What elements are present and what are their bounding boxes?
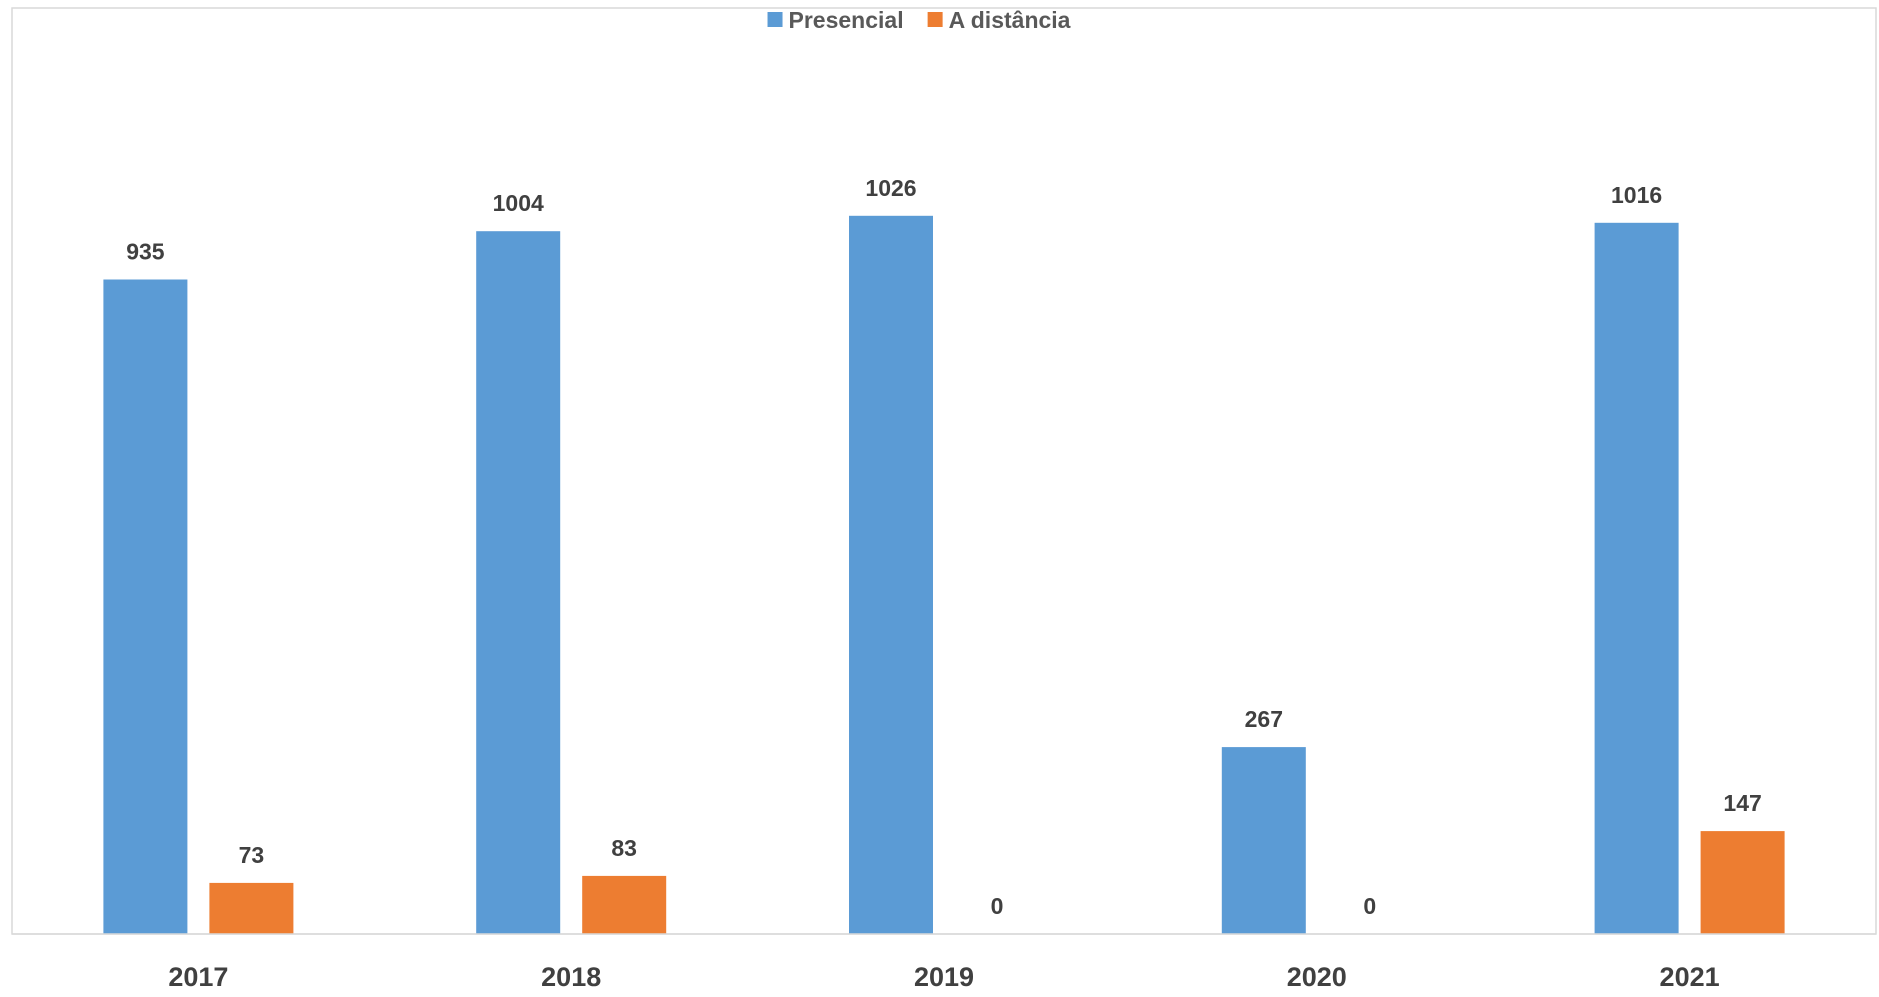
- x-tick-label-2017: 2017: [168, 962, 228, 992]
- x-axis-ticks: 2017 2018 2019 2020 2021: [168, 962, 1719, 992]
- legend-swatch-presencial: [767, 12, 783, 27]
- data-label-presencial-2017: 935: [126, 239, 165, 265]
- data-label-presencial-2020: 267: [1245, 706, 1283, 732]
- data-label-presencial-2019: 1026: [865, 175, 916, 201]
- x-tick-label-2020: 2020: [1287, 962, 1347, 992]
- legend-swatch-a-distancia: [927, 12, 943, 27]
- bar-presencial-2017: [103, 279, 188, 934]
- bar-presencial-2019: [849, 215, 933, 935]
- bar-presencial-2018: [476, 231, 561, 934]
- data-label-a-distancia-2021: 147: [1723, 790, 1761, 816]
- data-label-a-distancia-2020: 0: [1363, 893, 1376, 919]
- plot-area-border: [11, 7, 1877, 935]
- bar-presencial-2021: [1594, 222, 1679, 935]
- data-label-presencial-2018: 1004: [493, 190, 544, 216]
- bar-presencial-2020: [1221, 747, 1306, 934]
- data-label-presencial-2021: 1016: [1611, 182, 1662, 208]
- legend: Presencial A distância: [767, 7, 1071, 33]
- legend-label-presencial: Presencial: [789, 7, 904, 33]
- data-label-a-distancia-2018: 83: [611, 835, 637, 861]
- legend-label-a-distancia: A distância: [949, 7, 1071, 33]
- data-label-a-distancia-2019: 0: [991, 893, 1004, 919]
- x-tick-label-2018: 2018: [541, 962, 601, 992]
- bar-a-distancia-2021: [1700, 831, 1785, 934]
- data-label-a-distancia-2017: 73: [239, 842, 265, 868]
- x-tick-label-2019: 2019: [914, 962, 974, 992]
- bar-a-distancia-2017: [209, 882, 294, 934]
- bars-group: [103, 215, 1785, 935]
- data-labels-group: 935 73 1004 83 1026 0 267 0 1016 147: [126, 175, 1762, 919]
- x-tick-label-2021: 2021: [1660, 962, 1720, 992]
- bar-a-distancia-2018: [582, 875, 667, 934]
